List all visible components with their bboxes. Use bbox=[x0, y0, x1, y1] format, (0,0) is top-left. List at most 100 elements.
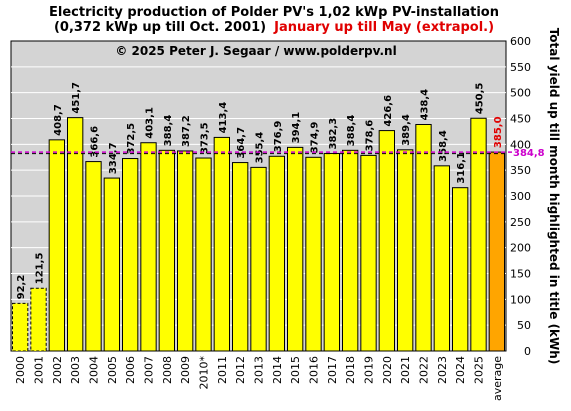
y-tick-label: 250 bbox=[510, 216, 531, 229]
y-tick-label: 450 bbox=[510, 113, 531, 126]
bar-2010-star bbox=[195, 157, 212, 352]
value-label: 358,4 bbox=[438, 130, 449, 162]
x-tick-label: 2002 bbox=[51, 356, 64, 384]
bar-average bbox=[488, 151, 505, 352]
bar-2023 bbox=[433, 165, 450, 352]
x-tick-label: 2018 bbox=[344, 356, 357, 384]
bar-2001 bbox=[30, 287, 47, 352]
value-label: 316,1 bbox=[456, 152, 467, 184]
x-tick-label: 2025 bbox=[473, 356, 486, 384]
bar-2016 bbox=[305, 156, 322, 352]
x-tick-label: 2008 bbox=[161, 356, 174, 384]
x-tick-label: 2004 bbox=[88, 356, 101, 384]
chart-subtitle: (0,372 kWp up till Oct. 2001) January up… bbox=[54, 18, 494, 35]
ref-lines-overlay bbox=[11, 151, 512, 155]
bars bbox=[12, 117, 505, 352]
value-label: 385,0 bbox=[493, 116, 504, 148]
bar-2014 bbox=[268, 155, 285, 352]
y-ticks: 0 50 100 150 200 250 300 350 400 450 500 550 600 bbox=[510, 35, 531, 358]
value-label: 450,5 bbox=[475, 83, 486, 115]
value-label: 92,2 bbox=[16, 275, 27, 300]
x-tick-label: 2014 bbox=[271, 356, 284, 384]
bar-2021 bbox=[397, 149, 414, 352]
value-label: 374,9 bbox=[310, 122, 321, 154]
x-tick-label: 2010* bbox=[198, 356, 211, 390]
value-label: 121,5 bbox=[35, 253, 46, 285]
y-tick-label: 350 bbox=[510, 164, 531, 177]
y-tick-label: 200 bbox=[510, 242, 531, 255]
y-tick-label: 500 bbox=[510, 87, 531, 100]
y-tick-label: 50 bbox=[517, 319, 531, 332]
x-tick-label: 2012 bbox=[234, 356, 247, 384]
x-ticks: 2000 2001 2002 2003 2004 2005 2006 2007 2008 2009… bbox=[14, 356, 504, 402]
x-tick-label: 2013 bbox=[253, 356, 266, 384]
value-label: 378,6 bbox=[365, 120, 376, 152]
x-tick-label: 2022 bbox=[418, 356, 431, 384]
x-tick-label: 2019 bbox=[363, 356, 376, 384]
value-label: 355,4 bbox=[255, 132, 266, 164]
value-label: 372,5 bbox=[126, 123, 137, 155]
x-tick-label: 2005 bbox=[106, 356, 119, 384]
chart-title: Electricity production of Polder PV's 1,… bbox=[49, 5, 499, 20]
bar-2002 bbox=[48, 139, 66, 352]
bar-2018 bbox=[342, 149, 359, 352]
value-label: 394,1 bbox=[291, 112, 302, 144]
y-tick-label: 300 bbox=[510, 190, 531, 203]
value-label: 334,7 bbox=[108, 142, 119, 174]
bar-2015 bbox=[287, 146, 304, 352]
y-tick-label: 100 bbox=[510, 293, 531, 306]
chart-subtitle-black: (0,372 kWp up till Oct. 2001) bbox=[54, 20, 266, 35]
x-tick-label: 2007 bbox=[143, 356, 156, 384]
y-tick-label: 150 bbox=[510, 268, 531, 281]
x-tick-label: 2024 bbox=[454, 356, 467, 384]
value-label: 403,1 bbox=[145, 107, 156, 139]
value-label: 387,2 bbox=[181, 115, 192, 147]
x-tick-label: 2001 bbox=[33, 356, 46, 384]
x-tick-label: 2020 bbox=[381, 356, 394, 384]
x-tick-label: 2017 bbox=[326, 356, 339, 384]
bar-2024 bbox=[452, 187, 469, 352]
x-tick-label: 2011 bbox=[216, 356, 229, 384]
value-label: 373,5 bbox=[200, 122, 211, 154]
copyright-notice: © 2025 Peter J. Segaar / www.polderpv.nl bbox=[115, 44, 396, 58]
value-label: 382,3 bbox=[328, 118, 339, 150]
bar-2013 bbox=[250, 166, 267, 352]
x-tick-label: 2009 bbox=[179, 356, 192, 384]
x-tick-label: 2021 bbox=[399, 356, 412, 384]
bar-2000 bbox=[12, 302, 29, 352]
bar-2004 bbox=[85, 161, 102, 352]
bar-2020 bbox=[378, 130, 395, 352]
y-tick-label: 600 bbox=[510, 35, 531, 48]
bar-2006 bbox=[122, 158, 139, 352]
bar-2009 bbox=[177, 150, 194, 352]
avg-label-group: 384,8 bbox=[513, 148, 545, 159]
value-label: 388,4 bbox=[163, 115, 174, 147]
x-tick-label: 2000 bbox=[14, 356, 27, 384]
y-tick-label: 0 bbox=[524, 345, 531, 358]
x-tick-label: 2003 bbox=[69, 356, 82, 384]
x-tick-label: 2023 bbox=[436, 356, 449, 384]
average-line-label: 384,8 bbox=[513, 148, 545, 159]
bar-2011 bbox=[213, 136, 231, 352]
value-label: 438,4 bbox=[420, 89, 431, 121]
value-label: 451,7 bbox=[71, 82, 82, 114]
bar-2017 bbox=[323, 152, 340, 352]
x-tick-label: average bbox=[491, 356, 504, 401]
bar-2008 bbox=[158, 149, 176, 352]
value-label: 376,9 bbox=[273, 121, 284, 153]
x-tick-label: 2015 bbox=[289, 356, 302, 384]
value-label: 388,4 bbox=[346, 115, 357, 147]
bar-2003 bbox=[67, 117, 84, 352]
bar-2019 bbox=[360, 154, 377, 352]
value-label: 408,7 bbox=[53, 104, 64, 136]
y-tick-label: 400 bbox=[510, 138, 531, 151]
value-label: 389,4 bbox=[401, 114, 412, 146]
value-label: 413,4 bbox=[218, 102, 229, 134]
bar-2012 bbox=[232, 162, 249, 352]
chart-subtitle-red: January up till May (extrapol.) bbox=[273, 20, 494, 35]
bar-2007 bbox=[140, 142, 157, 352]
y-tick-label: 550 bbox=[510, 61, 531, 74]
value-label: 364,7 bbox=[236, 127, 247, 159]
value-label: 426,6 bbox=[383, 95, 394, 127]
x-tick-label: 2006 bbox=[124, 356, 137, 384]
